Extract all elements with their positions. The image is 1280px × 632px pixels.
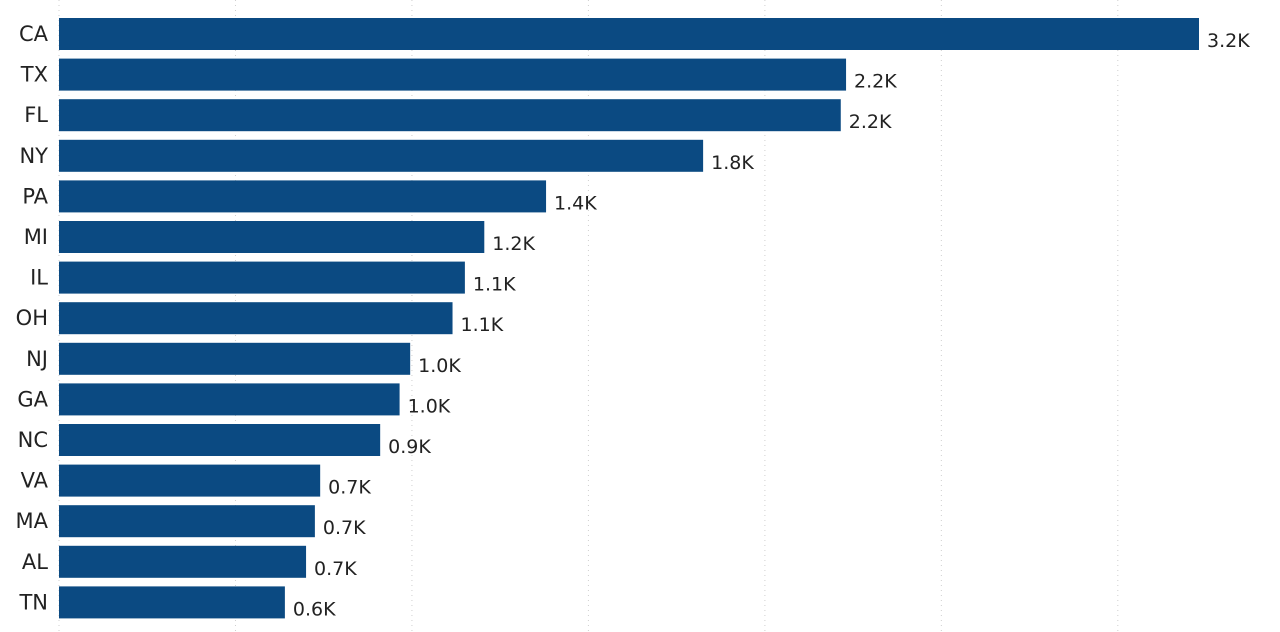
data-label-oh: 1.1K <box>461 314 504 336</box>
bar-ma <box>59 505 315 538</box>
data-label-il: 1.1K <box>473 274 516 296</box>
category-label-tx: TX <box>20 63 48 87</box>
data-label-nj: 1.0K <box>418 355 461 377</box>
data-label-ca: 3.2K <box>1207 30 1250 52</box>
category-label-nc: NC <box>18 428 48 452</box>
category-label-il: IL <box>30 266 48 290</box>
bar-mi <box>59 221 485 253</box>
bar-fl <box>59 99 841 132</box>
data-label-ma: 0.7K <box>323 517 366 539</box>
category-label-tn: TN <box>18 590 48 614</box>
data-label-mi: 1.2K <box>492 233 535 255</box>
bar-oh <box>59 302 453 335</box>
bar-pa <box>59 180 547 213</box>
category-label-va: VA <box>21 469 49 493</box>
data-label-al: 0.7K <box>314 558 357 580</box>
data-label-ga: 1.0K <box>408 395 451 417</box>
bar-tn <box>59 586 285 619</box>
bar-tx <box>59 58 847 91</box>
category-label-nj: NJ <box>26 347 48 371</box>
category-label-oh: OH <box>16 306 48 330</box>
category-label-ma: MA <box>16 509 49 533</box>
category-labels: CA TX FL NY PA MI IL OH NJ GA NC VA MA AL TN <box>16 22 49 614</box>
data-label-va: 0.7K <box>328 477 371 499</box>
category-label-al: AL <box>22 550 48 574</box>
bar-ga <box>59 383 400 416</box>
data-labels: 3.2K2.2K2.2K1.8K1.4K1.2K1.1K1.1K1.0K1.0K… <box>293 30 1250 620</box>
data-label-pa: 1.4K <box>554 192 597 214</box>
bar-va <box>59 464 321 497</box>
category-label-ca: CA <box>19 22 49 46</box>
category-label-ga: GA <box>17 387 48 411</box>
bar-nc <box>59 424 381 456</box>
data-label-tx: 2.2K <box>854 71 897 93</box>
bar-nj <box>59 342 411 375</box>
bar-ny <box>59 139 704 172</box>
bars <box>59 18 1199 619</box>
bar-ca <box>59 18 1199 50</box>
data-label-ny: 1.8K <box>711 152 754 174</box>
data-label-fl: 2.2K <box>849 111 892 133</box>
data-label-nc: 0.9K <box>388 436 431 458</box>
category-label-mi: MI <box>24 225 48 249</box>
bar-il <box>59 261 465 294</box>
category-label-fl: FL <box>24 103 48 127</box>
data-label-tn: 0.6K <box>293 598 336 620</box>
category-label-ny: NY <box>19 144 48 168</box>
category-label-pa: PA <box>22 184 48 208</box>
bar-al <box>59 545 307 578</box>
